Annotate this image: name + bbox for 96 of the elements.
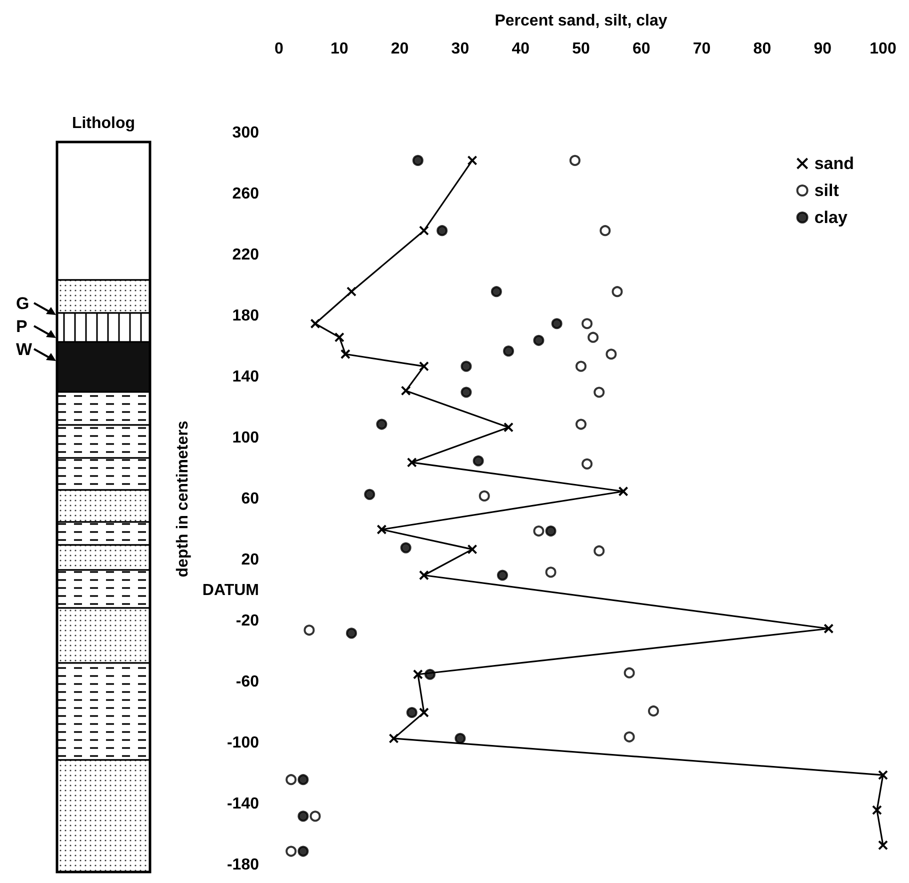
point [400, 386, 411, 396]
y-tick-label: 20 [241, 552, 260, 568]
point [588, 332, 599, 343]
point [346, 628, 357, 639]
x-tick-label: 30 [451, 40, 470, 58]
point [346, 286, 356, 297]
point [503, 346, 514, 357]
x-tick-label: 90 [814, 40, 832, 58]
y-tick-label: DATUM [202, 582, 259, 599]
point [388, 733, 399, 744]
point [594, 545, 605, 556]
point [478, 490, 490, 502]
point [624, 731, 635, 742]
legend-label: silt [814, 181, 840, 200]
point [376, 524, 387, 534]
point [304, 624, 315, 636]
y-tick-label: -180 [226, 856, 260, 874]
point [467, 155, 478, 166]
x-tick-label: 60 [632, 40, 650, 58]
y-tick-label: -100 [226, 734, 260, 752]
y-tick-label: -140 [226, 796, 260, 812]
point [376, 418, 388, 430]
point [872, 805, 882, 816]
point [364, 488, 376, 500]
point [878, 770, 888, 780]
y-tick-label: 180 [232, 308, 260, 324]
point [582, 458, 593, 470]
point [418, 226, 429, 236]
y-tick-label: 300 [232, 124, 260, 142]
x-tick-label: 0 [274, 40, 284, 58]
point [467, 544, 478, 554]
point [310, 318, 320, 329]
text: W [16, 340, 33, 359]
point [594, 386, 605, 398]
y-tick-label: 260 [232, 186, 260, 202]
point [334, 332, 344, 342]
x-axis-title: Percent sand, silt, clay [494, 12, 668, 30]
text: Litholog [72, 115, 136, 132]
point [569, 154, 580, 166]
point [310, 810, 321, 822]
text: P [16, 317, 28, 336]
text: G [16, 294, 30, 313]
point [504, 422, 514, 432]
point [496, 570, 508, 581]
point [286, 774, 297, 786]
point [472, 455, 484, 466]
point [406, 707, 418, 718]
point [298, 846, 309, 857]
legend-label: clay [814, 208, 848, 227]
point [533, 334, 544, 346]
y-tick-label: 60 [241, 490, 260, 508]
y-tick-label: 100 [232, 430, 260, 446]
point [460, 386, 472, 398]
point [418, 361, 429, 372]
point [286, 846, 297, 857]
point [298, 810, 309, 822]
point [551, 318, 562, 330]
x-tick-label: 20 [390, 40, 409, 58]
point [545, 566, 556, 578]
point [624, 667, 635, 678]
x-tick-label: 100 [870, 40, 896, 58]
point [612, 286, 623, 298]
point [533, 526, 544, 537]
point [298, 774, 309, 786]
point [418, 570, 429, 580]
point [618, 486, 628, 496]
point [454, 732, 466, 744]
point [878, 840, 888, 850]
y-tick-label: 220 [232, 246, 260, 264]
x-tick-label: 80 [753, 40, 772, 58]
point [600, 225, 611, 236]
point [648, 705, 659, 716]
y-tick-label: -20 [236, 612, 260, 630]
point [436, 225, 448, 236]
point [576, 418, 586, 430]
point [412, 154, 424, 166]
y-tick-label: -60 [236, 674, 260, 690]
point [412, 669, 423, 680]
point [460, 360, 472, 372]
y-tick-label: 140 [232, 368, 260, 386]
x-tick-label: 70 [692, 40, 711, 58]
point [340, 349, 350, 360]
point [400, 542, 412, 554]
legend-label: sand [814, 154, 854, 173]
point [545, 526, 556, 537]
point [582, 318, 593, 330]
x-tick-label: 50 [572, 40, 590, 58]
point [490, 286, 502, 298]
point [576, 360, 586, 372]
point [406, 457, 417, 468]
point [824, 624, 834, 634]
point [418, 708, 429, 718]
point [606, 348, 617, 360]
y-axis-title: depth in centimeters [174, 420, 192, 578]
x-tick-label: 40 [512, 40, 530, 58]
x-tick-label: 10 [330, 40, 348, 58]
